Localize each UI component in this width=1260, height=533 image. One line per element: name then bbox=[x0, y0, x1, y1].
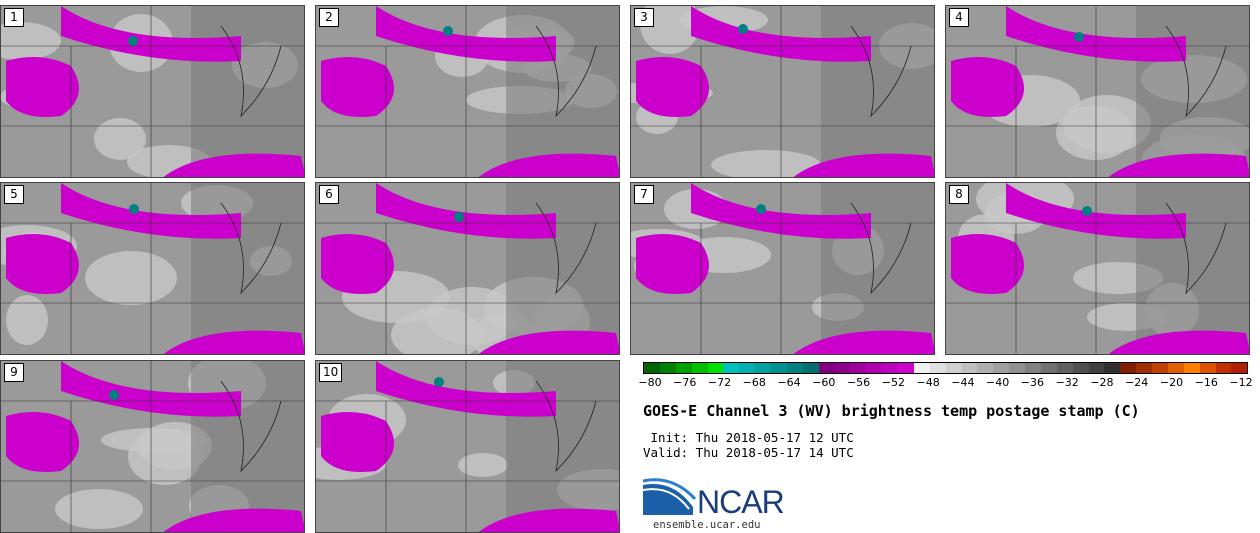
colorbar-segment bbox=[1199, 363, 1216, 373]
panel-number: 5 bbox=[4, 185, 24, 204]
colorbar-segment bbox=[1009, 363, 1025, 373]
forecast-panel: 3 bbox=[630, 5, 935, 178]
colorbar-segment bbox=[723, 363, 740, 373]
map-icon bbox=[316, 361, 619, 532]
colorbar-segment bbox=[961, 363, 978, 373]
colorbar-segment bbox=[1104, 363, 1121, 373]
panel-number: 1 bbox=[4, 8, 24, 27]
colorbar-segment bbox=[786, 363, 803, 373]
colorbar-tick: −80 bbox=[638, 376, 662, 389]
forecast-panel: 5 bbox=[0, 182, 305, 355]
colorbar-segment bbox=[882, 363, 898, 373]
colorbar-tick: −48 bbox=[916, 376, 940, 389]
colorbar-tick: −36 bbox=[1020, 376, 1045, 389]
colorbar bbox=[643, 362, 1248, 374]
forecast-panel: 7 bbox=[630, 182, 935, 355]
colorbar-tick: −12 bbox=[1229, 376, 1253, 389]
logo-url: ensemble.ucar.edu bbox=[653, 519, 761, 531]
colorbar-tick: −40 bbox=[986, 376, 1010, 389]
logo-text: NCAR bbox=[697, 484, 785, 520]
colorbar-segment bbox=[1025, 363, 1041, 373]
colorbar-segment bbox=[802, 363, 819, 373]
colorbar-segment bbox=[993, 363, 1010, 373]
map-icon bbox=[1, 183, 304, 354]
colorbar-segment bbox=[707, 363, 724, 373]
forecast-panel: 2 bbox=[315, 5, 620, 178]
colorbar-segment bbox=[1120, 363, 1137, 373]
colorbar-segment bbox=[1183, 363, 1200, 373]
colorbar-tick: −24 bbox=[1125, 376, 1149, 389]
forecast-panel: 4 bbox=[945, 5, 1250, 178]
map-icon bbox=[946, 6, 1249, 177]
colorbar-segment bbox=[945, 363, 962, 373]
colorbar-segment bbox=[691, 363, 708, 373]
colorbar-segment bbox=[1231, 363, 1248, 373]
colorbar-segment bbox=[913, 363, 930, 373]
map-icon bbox=[1, 361, 304, 532]
colorbar-segment bbox=[850, 363, 867, 373]
colorbar-segment bbox=[1215, 363, 1232, 373]
colorbar-tick: −20 bbox=[1159, 376, 1184, 389]
colorbar-tick: −52 bbox=[881, 376, 905, 389]
colorbar-segment bbox=[866, 363, 883, 373]
map-icon bbox=[946, 183, 1249, 354]
colorbar-segment bbox=[818, 363, 835, 373]
map-icon bbox=[631, 6, 934, 177]
colorbar-segment bbox=[675, 363, 692, 373]
forecast-panel: 10 bbox=[315, 360, 620, 533]
map-icon bbox=[1, 6, 304, 177]
colorbar-segment bbox=[1072, 363, 1089, 373]
colorbar-segment bbox=[771, 363, 787, 373]
colorbar-segment bbox=[739, 363, 756, 373]
colorbar-segment bbox=[1167, 363, 1184, 373]
colorbar-tick: −44 bbox=[951, 376, 975, 389]
map-icon bbox=[316, 183, 619, 354]
colorbar-tick: −56 bbox=[846, 376, 871, 389]
map-icon bbox=[316, 6, 619, 177]
colorbar-segment bbox=[659, 363, 676, 373]
colorbar-segment bbox=[755, 363, 771, 373]
panel-number: 6 bbox=[319, 185, 339, 204]
colorbar-segment bbox=[834, 363, 851, 373]
panel-number: 3 bbox=[634, 8, 654, 27]
panel-number: 7 bbox=[634, 185, 654, 204]
figure-title: GOES-E Channel 3 (WV) brightness temp po… bbox=[643, 402, 1140, 420]
colorbar-segment bbox=[977, 363, 994, 373]
colorbar-tick: −32 bbox=[1055, 376, 1079, 389]
panel-number: 4 bbox=[949, 8, 969, 27]
colorbar-tick: −76 bbox=[673, 376, 697, 389]
colorbar-tick: −28 bbox=[1090, 376, 1114, 389]
colorbar-segment bbox=[1152, 363, 1168, 373]
colorbar-tick: −72 bbox=[707, 376, 732, 389]
panel-number: 9 bbox=[4, 363, 24, 382]
colorbar-segment bbox=[1136, 363, 1152, 373]
init-time: Init: Thu 2018-05-17 12 UTC bbox=[643, 430, 854, 445]
forecast-panel: 8 bbox=[945, 182, 1250, 355]
colorbar-tick: −64 bbox=[777, 376, 801, 389]
colorbar-tick-labels: −80 −76 −72 −68 −64 −60 −56 −52 −48 −44 −40 −36 −32−… bbox=[638, 376, 1252, 392]
forecast-panel: 6 bbox=[315, 182, 620, 355]
map-icon bbox=[631, 183, 934, 354]
forecast-panel: 9 bbox=[0, 360, 305, 533]
forecast-panel: 1 bbox=[0, 5, 305, 178]
colorbar-segment bbox=[929, 363, 946, 373]
colorbar-segment bbox=[1088, 363, 1105, 373]
panel-number: 8 bbox=[949, 185, 969, 204]
colorbar-segment bbox=[1040, 363, 1057, 373]
panel-number: 10 bbox=[319, 363, 343, 382]
colorbar-segment bbox=[898, 363, 914, 373]
colorbar-segment bbox=[644, 363, 660, 373]
colorbar-tick: −16 bbox=[1194, 376, 1218, 389]
colorbar-tick: −68 bbox=[742, 376, 766, 389]
ncar-logo-icon bbox=[643, 478, 697, 515]
valid-time: Valid: Thu 2018-05-17 14 UTC bbox=[643, 445, 854, 460]
colorbar-tick: −60 bbox=[812, 376, 836, 389]
panel-number: 2 bbox=[319, 8, 339, 27]
colorbar-segment bbox=[1056, 363, 1073, 373]
